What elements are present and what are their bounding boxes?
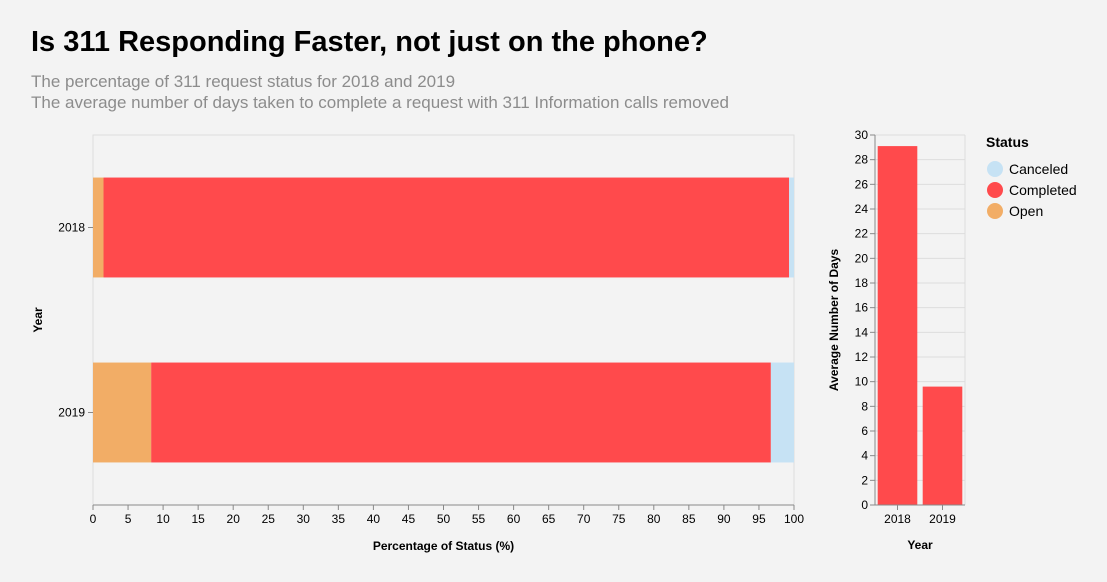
y-axis-title-right: Average Number of Days (827, 249, 841, 392)
y-tick-label-10: 10 (855, 375, 869, 389)
y-tick-label-28: 28 (855, 153, 869, 167)
y-axis-title: Year (31, 307, 45, 333)
y-tick-label-0: 0 (861, 498, 868, 512)
y-tick-label-22: 22 (855, 227, 869, 241)
bar-2019-completed (151, 362, 771, 463)
chart-subtitle-line-1: The percentage of 311 request status for… (31, 72, 456, 91)
x-tick-label-25: 25 (262, 512, 276, 526)
x-tick-label-10: 10 (156, 512, 170, 526)
bar-2019-canceled (770, 362, 794, 463)
bar-2018-canceled (789, 177, 794, 278)
bar-avg-days-2019 (922, 386, 963, 505)
x-tick-label-75: 75 (612, 512, 626, 526)
x-tick-label-80: 80 (647, 512, 661, 526)
bar-avg-days-2018 (877, 146, 918, 505)
y-tick-label-2: 2 (861, 473, 868, 487)
bar-2018-open (93, 177, 104, 278)
y-tick-label-12: 12 (855, 350, 869, 364)
bar-2018-completed (103, 177, 790, 278)
chart-title: Is 311 Responding Faster, not just on th… (31, 26, 708, 58)
x-tick-label-2018: 2018 (884, 512, 911, 526)
y-tick-label-8: 8 (861, 399, 868, 413)
x-tick-label-65: 65 (542, 512, 556, 526)
x-tick-label-70: 70 (577, 512, 591, 526)
x-tick-label-20: 20 (227, 512, 241, 526)
y-tick-label-2019: 2019 (58, 406, 85, 420)
x-tick-label-100: 100 (784, 512, 804, 526)
y-tick-label-20: 20 (855, 251, 869, 265)
legend-swatch-canceled (987, 161, 1003, 177)
legend-swatch-open (987, 203, 1003, 219)
chart-subtitle-line-2: The average number of days taken to comp… (31, 93, 730, 112)
y-tick-label-26: 26 (855, 177, 869, 191)
x-axis-title-right: Year (907, 538, 933, 552)
y-tick-label-6: 6 (861, 424, 868, 438)
y-tick-label-2018: 2018 (58, 221, 85, 235)
x-tick-label-15: 15 (191, 512, 205, 526)
x-tick-label-90: 90 (717, 512, 731, 526)
x-tick-label-55: 55 (472, 512, 486, 526)
x-tick-label-35: 35 (332, 512, 346, 526)
y-tick-label-24: 24 (855, 202, 869, 216)
legend-label-open: Open (1009, 203, 1043, 219)
x-tick-label-85: 85 (682, 512, 696, 526)
legend-label-canceled: Canceled (1009, 161, 1068, 177)
y-tick-label-14: 14 (855, 325, 869, 339)
y-tick-label-16: 16 (855, 301, 869, 315)
y-tick-label-30: 30 (855, 128, 869, 142)
y-tick-label-4: 4 (861, 449, 868, 463)
x-tick-label-40: 40 (367, 512, 381, 526)
x-tick-label-2019: 2019 (929, 512, 956, 526)
legend-title: Status (986, 134, 1029, 150)
bar-2019-open (93, 362, 152, 463)
y-tick-label-18: 18 (855, 276, 869, 290)
x-tick-label-45: 45 (402, 512, 416, 526)
x-tick-label-30: 30 (297, 512, 311, 526)
legend-label-completed: Completed (1009, 182, 1077, 198)
x-tick-label-95: 95 (752, 512, 766, 526)
x-tick-label-5: 5 (125, 512, 132, 526)
x-tick-label-0: 0 (90, 512, 97, 526)
legend-swatch-completed (987, 182, 1003, 198)
x-tick-label-50: 50 (437, 512, 451, 526)
x-tick-label-60: 60 (507, 512, 521, 526)
x-axis-title: Percentage of Status (%) (373, 539, 514, 553)
